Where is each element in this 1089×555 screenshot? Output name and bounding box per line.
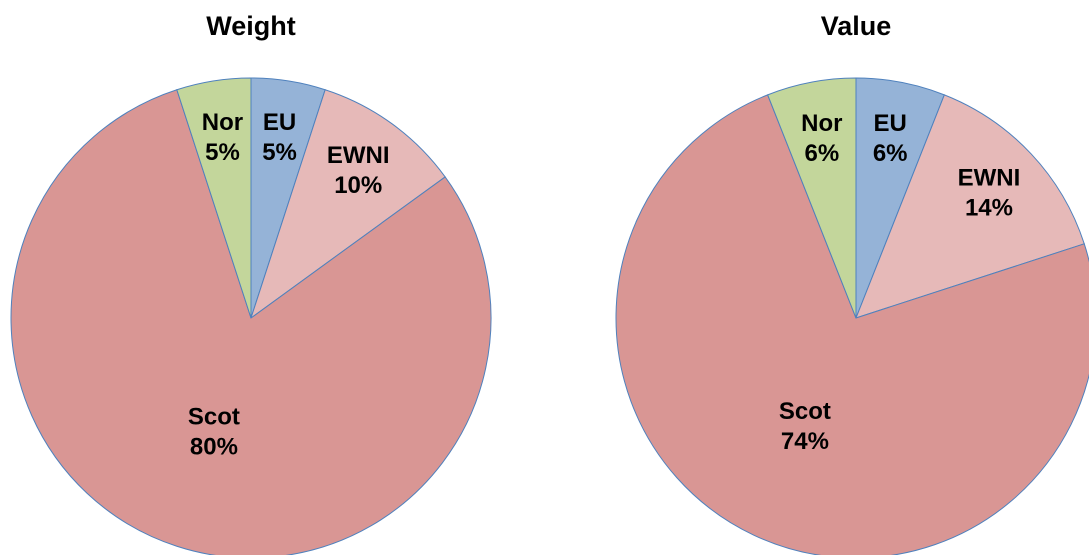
slice-value-label: 14% xyxy=(965,194,1013,221)
pie-slice xyxy=(767,77,857,319)
slice-category: Scot xyxy=(779,398,831,425)
slice-category: Scot xyxy=(188,403,240,430)
slice-category: EU xyxy=(874,110,907,137)
slice-value-label: 10% xyxy=(334,172,382,199)
slice-category: Nor xyxy=(202,109,243,136)
slice-value-label: 74% xyxy=(781,428,829,455)
slice-category: Nor xyxy=(801,110,842,137)
chart-title: Weight xyxy=(206,11,296,41)
slice-value-label: 5% xyxy=(262,139,297,166)
slice-category: EWNI xyxy=(958,164,1021,191)
pie-slice xyxy=(176,77,252,319)
slice-category: EWNI xyxy=(327,142,390,169)
chart-title: Value xyxy=(821,11,892,41)
slice-value-label: 6% xyxy=(873,140,908,167)
pie-slice xyxy=(10,89,492,555)
slice-value-label: 80% xyxy=(190,433,238,460)
pie-slice xyxy=(250,89,446,320)
pie-slice xyxy=(615,94,1089,555)
slice-value-label: 6% xyxy=(804,140,839,167)
slice-value-label: 5% xyxy=(205,139,240,166)
slice-category: EU xyxy=(263,109,296,136)
